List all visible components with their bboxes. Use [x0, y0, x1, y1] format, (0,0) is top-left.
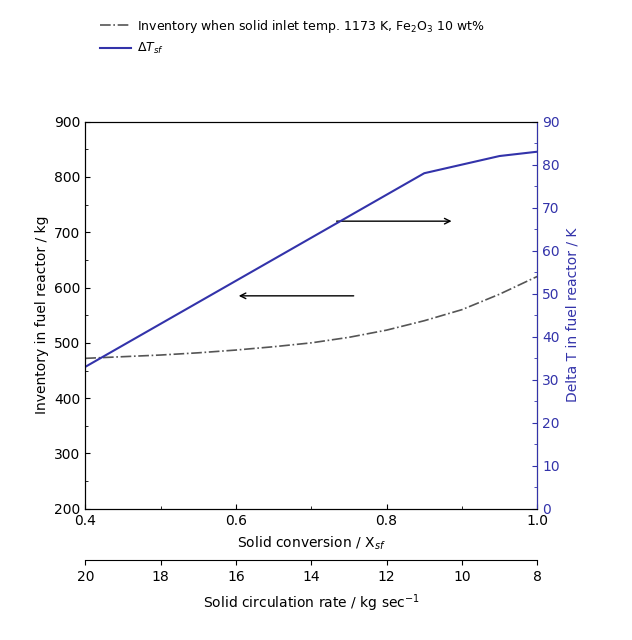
Y-axis label: Delta T in fuel reactor / K: Delta T in fuel reactor / K [565, 228, 580, 403]
X-axis label: Solid conversion / X$_{sf}$: Solid conversion / X$_{sf}$ [237, 534, 386, 552]
Legend: Inventory when solid inlet temp. 1173 K, Fe$_2$O$_3$ 10 wt%, $\Delta T_{sf}$: Inventory when solid inlet temp. 1173 K,… [95, 13, 490, 61]
Y-axis label: Inventory in fuel reactor / kg: Inventory in fuel reactor / kg [35, 216, 49, 415]
X-axis label: Solid circulation rate / kg sec$^{-1}$: Solid circulation rate / kg sec$^{-1}$ [203, 592, 420, 614]
